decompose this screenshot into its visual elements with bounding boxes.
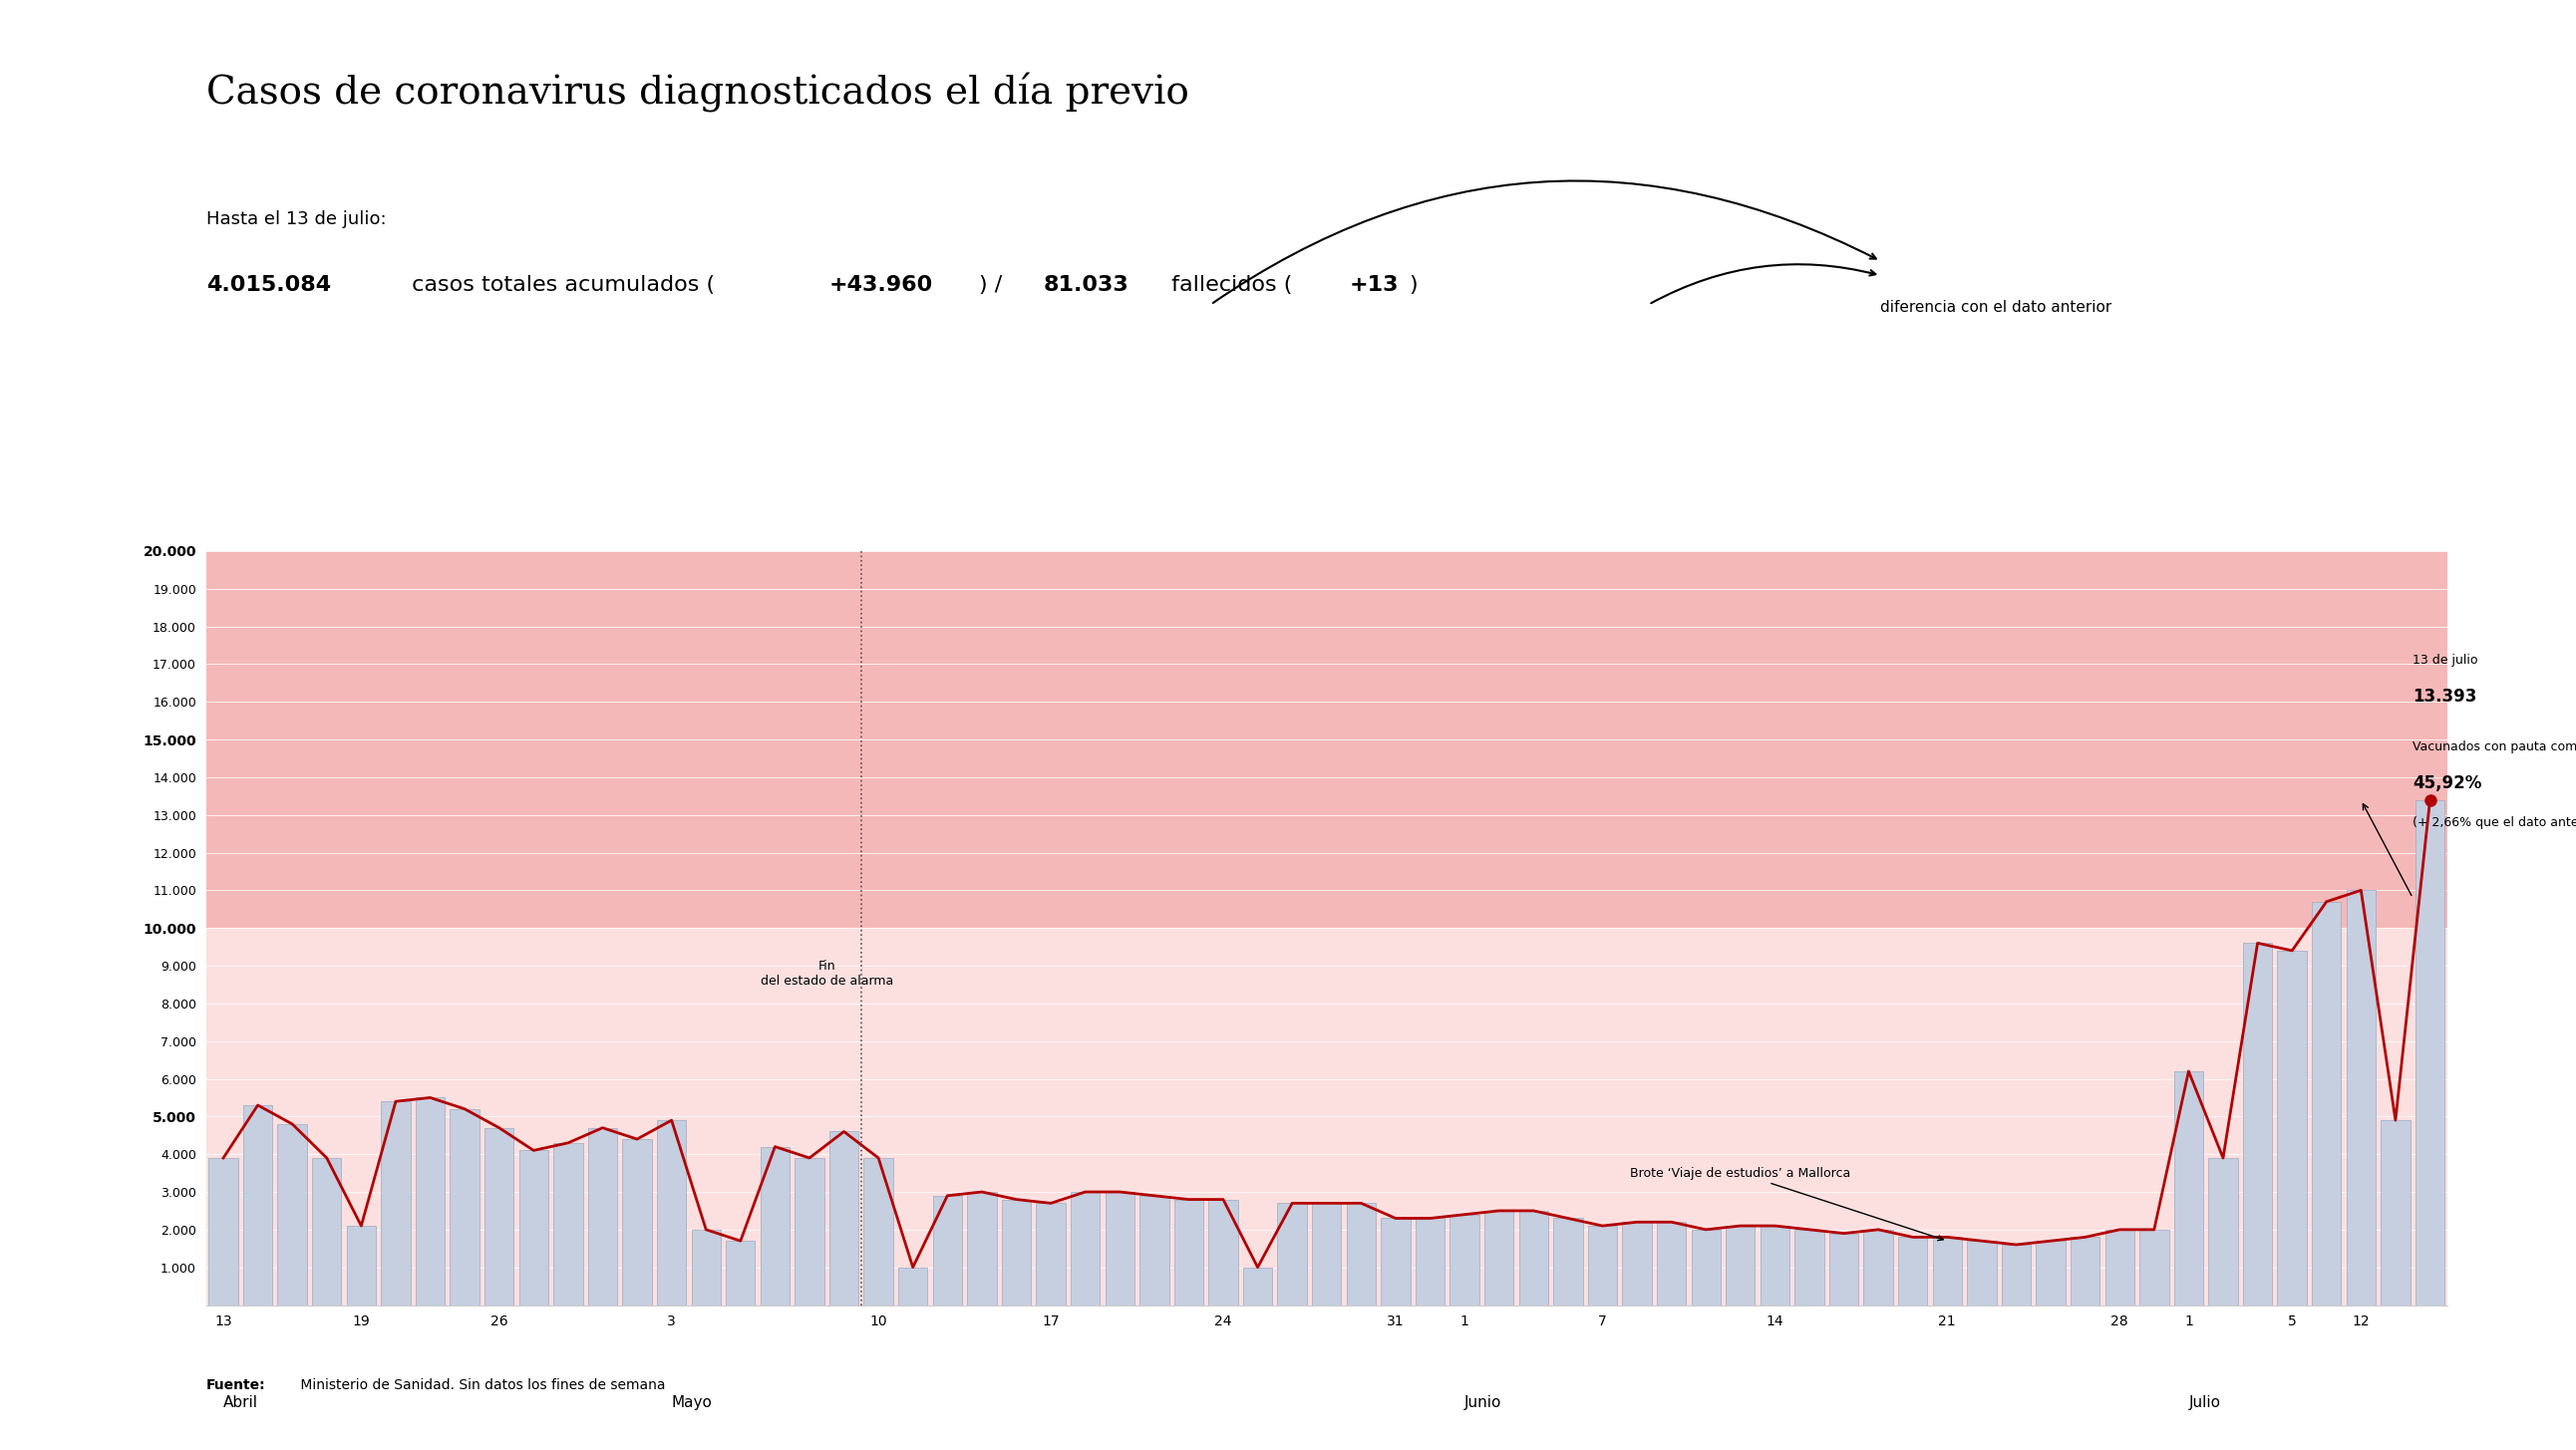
Bar (1002, 1199, 1030, 1305)
Bar (1414, 1218, 1445, 1305)
Bar (1450, 1215, 1479, 1305)
Bar (760, 1147, 791, 1305)
Bar (1520, 1211, 1548, 1305)
Text: Vacunados con pauta completa: Vacunados con pauta completa (2414, 741, 2576, 754)
Bar (348, 1225, 376, 1305)
Text: Abril: Abril (224, 1395, 258, 1411)
Bar (451, 1109, 479, 1305)
Bar (1036, 1203, 1066, 1305)
Bar (1829, 1234, 1857, 1305)
Bar (1347, 1203, 1376, 1305)
Bar (312, 1159, 343, 1305)
Bar (415, 1098, 446, 1305)
Bar (2347, 890, 2375, 1305)
Text: 13.393: 13.393 (2414, 687, 2478, 706)
Text: Julio: Julio (2190, 1395, 2221, 1411)
Bar (1862, 1230, 1893, 1305)
Bar (1484, 1211, 1515, 1305)
Text: Fuente:: Fuente: (206, 1378, 265, 1392)
Bar (933, 1196, 961, 1305)
Bar (1692, 1230, 1721, 1305)
Bar (1278, 1203, 1306, 1305)
Text: Hasta el 13 de julio:: Hasta el 13 de julio: (206, 210, 386, 228)
Bar (1553, 1218, 1582, 1305)
Bar (1795, 1230, 1824, 1305)
Text: Ministerio de Sanidad. Sin datos los fines de semana: Ministerio de Sanidad. Sin datos los fin… (296, 1378, 665, 1392)
Bar (726, 1241, 755, 1305)
Bar (2002, 1244, 2030, 1305)
Bar (1656, 1222, 1687, 1305)
Bar (2105, 1230, 2136, 1305)
Text: 81.033: 81.033 (1043, 276, 1128, 296)
Bar (278, 1124, 307, 1305)
Bar (829, 1131, 858, 1305)
Bar (2071, 1237, 2099, 1305)
Bar (2244, 942, 2272, 1305)
Bar (1899, 1237, 1927, 1305)
Text: Junio: Junio (1466, 1395, 1502, 1411)
Bar (966, 1192, 997, 1305)
Text: diferencia con el dato anterior: diferencia con el dato anterior (1880, 300, 2112, 315)
Bar (1244, 1267, 1273, 1305)
Bar (1105, 1192, 1133, 1305)
Bar (206, 928, 2447, 1305)
Bar (623, 1140, 652, 1305)
Text: Fin
del estado de alarma: Fin del estado de alarma (760, 960, 894, 987)
Text: +13: +13 (1350, 276, 1399, 296)
Bar (796, 1159, 824, 1305)
Bar (657, 1121, 685, 1305)
Text: 4.015.084: 4.015.084 (206, 276, 330, 296)
Bar (863, 1159, 894, 1305)
Bar (2174, 1072, 2202, 1305)
Bar (1311, 1203, 1342, 1305)
Text: casos totales acumulados (: casos totales acumulados ( (404, 276, 714, 296)
Bar (1759, 1225, 1790, 1305)
Bar (206, 551, 2447, 928)
Bar (2035, 1241, 2066, 1305)
Bar (2311, 902, 2342, 1305)
Bar (1587, 1225, 1618, 1305)
Text: fallecidos (: fallecidos ( (1164, 276, 1293, 296)
Text: (+ 2,66% que el dato anterior): (+ 2,66% que el dato anterior) (2414, 816, 2576, 829)
Bar (1968, 1241, 1996, 1305)
Bar (1208, 1199, 1239, 1305)
Bar (1381, 1218, 1409, 1305)
Text: 13 de julio: 13 de julio (2414, 654, 2478, 667)
Bar (1175, 1199, 1203, 1305)
Bar (2208, 1159, 2239, 1305)
Text: Brote ‘Viaje de estudios’ a Mallorca: Brote ‘Viaje de estudios’ a Mallorca (1631, 1167, 1942, 1240)
Bar (381, 1102, 410, 1305)
Bar (690, 1230, 721, 1305)
Bar (1072, 1192, 1100, 1305)
Bar (1726, 1225, 1754, 1305)
Text: 45,92%: 45,92% (2414, 774, 2481, 793)
Bar (1932, 1237, 1963, 1305)
Bar (2380, 1121, 2411, 1305)
Bar (2416, 800, 2445, 1305)
Bar (484, 1128, 513, 1305)
Text: ): ) (1409, 276, 1417, 296)
Bar (2277, 951, 2306, 1305)
Text: Casos de coronavirus diagnosticados el día previo: Casos de coronavirus diagnosticados el d… (206, 72, 1190, 112)
Bar (209, 1159, 237, 1305)
Bar (1623, 1222, 1651, 1305)
Bar (518, 1150, 549, 1305)
Text: Mayo: Mayo (672, 1395, 714, 1411)
Bar (554, 1143, 582, 1305)
Bar (2141, 1230, 2169, 1305)
Bar (587, 1128, 618, 1305)
Bar (899, 1267, 927, 1305)
Text: ) /: ) / (979, 276, 1010, 296)
Bar (1139, 1196, 1170, 1305)
Bar (242, 1105, 273, 1305)
Text: +43.960: +43.960 (829, 276, 933, 296)
